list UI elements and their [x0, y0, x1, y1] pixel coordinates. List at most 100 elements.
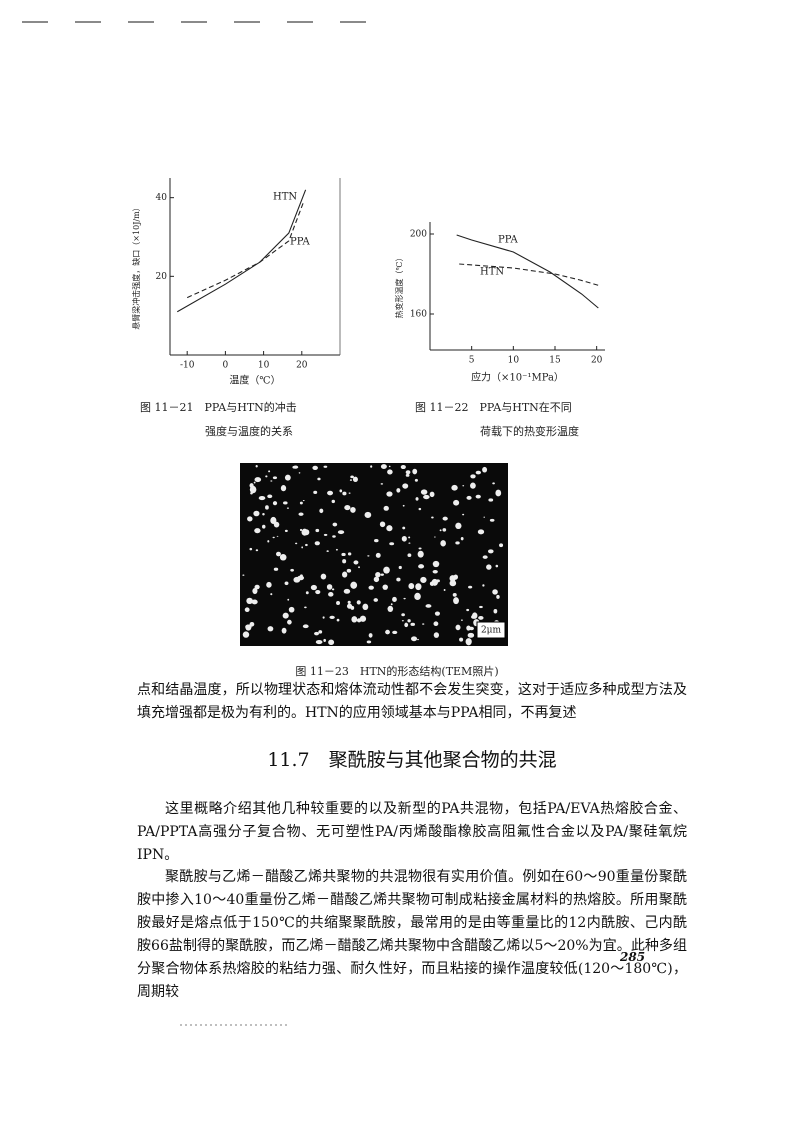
particle [328, 639, 335, 646]
particle [351, 616, 358, 623]
particle [459, 637, 464, 642]
particle [390, 603, 393, 606]
particle [453, 499, 460, 506]
particle [486, 564, 492, 570]
particle [398, 565, 402, 570]
particle [288, 606, 295, 613]
particle [425, 604, 432, 608]
x-tick-label: 10 [508, 356, 520, 366]
particle [455, 624, 461, 631]
particle [359, 615, 367, 622]
particle [379, 521, 386, 528]
particle [462, 513, 465, 516]
particle [432, 560, 440, 568]
particle [252, 587, 258, 595]
scale-label: 2μm [481, 626, 502, 636]
particle [392, 630, 398, 635]
particle [249, 621, 255, 627]
particle [284, 581, 289, 586]
particle [455, 541, 460, 545]
particle [483, 516, 486, 518]
particle [440, 540, 446, 547]
particle [265, 475, 268, 478]
particle [487, 549, 494, 554]
paragraph: 点和结晶温度，所以物理状态和熔体流动性都不会发生突变，这对于适应多种成型方法及填… [137, 682, 687, 721]
series-label: HTN [480, 267, 504, 278]
particle [403, 597, 406, 600]
particle [465, 638, 472, 646]
particle [298, 512, 304, 516]
particle [468, 585, 473, 589]
particle [283, 501, 288, 505]
particle [401, 613, 405, 617]
particle [346, 568, 352, 573]
particle [402, 504, 405, 507]
particle [482, 584, 485, 587]
particle [423, 494, 430, 500]
particle [401, 535, 407, 542]
particle [436, 579, 440, 583]
particle [254, 528, 261, 534]
particle [331, 588, 335, 591]
particle [396, 577, 401, 582]
particle [253, 481, 256, 484]
figure-caption: 图 11－22 PPA与HTN在不同 [415, 401, 572, 414]
particle [255, 465, 258, 468]
particle [368, 633, 373, 638]
particle [451, 484, 458, 491]
particle [290, 568, 294, 572]
particle [267, 540, 270, 543]
particle [387, 605, 394, 613]
particle [337, 530, 345, 535]
particle [352, 476, 358, 483]
particle [326, 550, 329, 552]
particle [418, 547, 422, 550]
particle [350, 475, 354, 479]
particle [348, 492, 351, 494]
particle [401, 620, 404, 622]
particle [495, 489, 502, 497]
particle [466, 495, 472, 500]
particle [315, 640, 323, 645]
page-number: 285 [620, 950, 646, 964]
particle [415, 497, 419, 501]
particle [380, 464, 387, 469]
particle [287, 619, 292, 625]
particle [434, 536, 436, 538]
particle [439, 529, 442, 532]
particle [286, 507, 290, 509]
particle [320, 573, 327, 580]
particle [478, 615, 484, 620]
particle [405, 473, 410, 477]
particle [326, 584, 333, 590]
particle [282, 612, 289, 619]
particle [342, 571, 348, 578]
particle [414, 592, 421, 601]
particle [295, 577, 299, 580]
particle [353, 560, 359, 565]
particle [387, 469, 393, 475]
particle [247, 516, 253, 522]
particle [315, 589, 321, 595]
particle [270, 593, 273, 596]
particle [420, 576, 427, 583]
particle [466, 625, 471, 631]
x-tick-label: 20 [591, 356, 603, 366]
particle [299, 574, 303, 578]
particle [310, 584, 317, 591]
particle [499, 543, 504, 548]
particle [328, 592, 334, 597]
paragraph: 聚酰胺与乙烯－醋酸乙烯共聚物的共混物很有实用价值。例如在60～90重量份聚酰胺中… [137, 869, 687, 1000]
particle [443, 589, 446, 591]
particle [418, 564, 425, 569]
particle [417, 638, 419, 641]
particle [482, 555, 488, 559]
x-tick-label: 20 [296, 361, 308, 371]
particle [272, 536, 275, 539]
particle [249, 547, 253, 551]
particle [417, 550, 424, 558]
particle [364, 511, 372, 519]
paragraph: 这里概略介绍其他几种较重要的以及新型的PA共混物，包括PA/EVA热熔胶合金、P… [137, 801, 687, 863]
particle [471, 615, 476, 619]
